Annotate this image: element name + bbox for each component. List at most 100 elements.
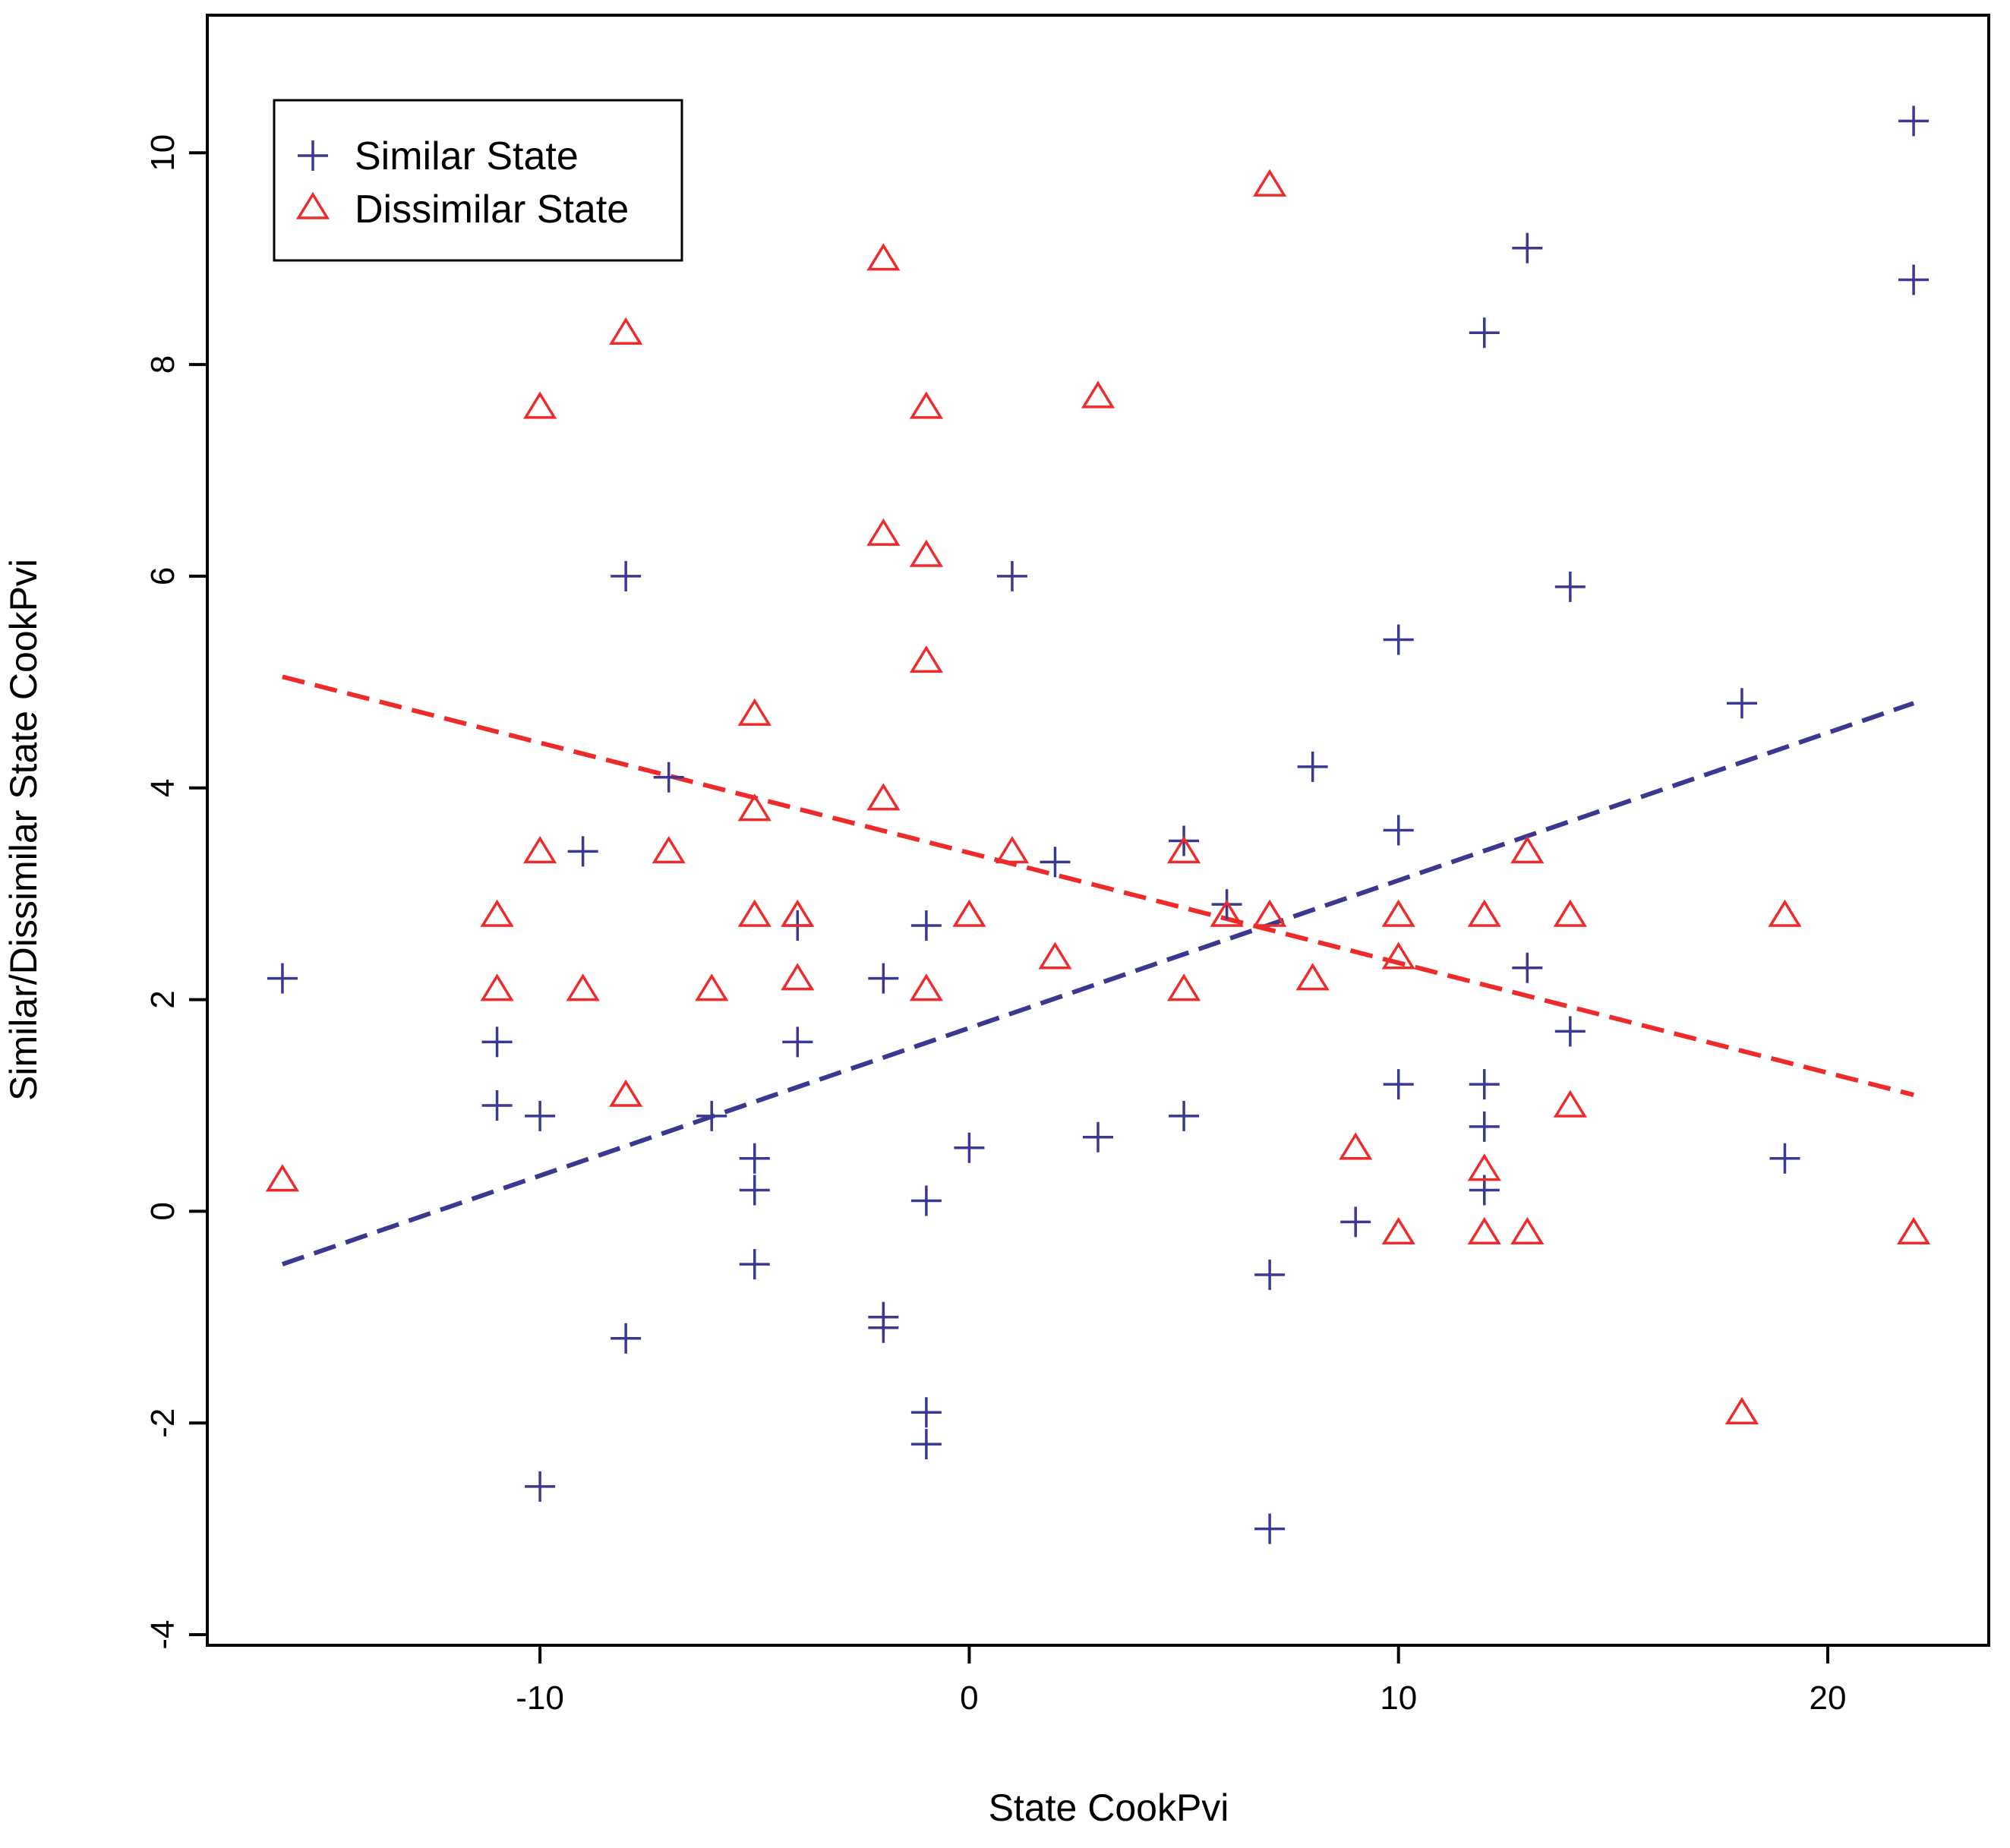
dissimilar-state-point	[1467, 1153, 1501, 1181]
dissimilar-state-point	[480, 899, 514, 927]
dissimilar-state-point	[1553, 1090, 1587, 1118]
dissimilar-state-point	[1381, 1216, 1415, 1245]
similar-state-point	[1898, 264, 1930, 295]
similar-state-point	[1469, 1069, 1500, 1100]
dissimilar-state-point	[1038, 941, 1072, 970]
y-tick-label: 10	[144, 134, 181, 172]
similar-state-point	[1254, 1513, 1286, 1544]
similar-state-point	[1726, 688, 1757, 719]
dissimilar-state-point	[737, 899, 771, 927]
dissimilar-state-point	[1724, 1396, 1759, 1425]
dissimilar-state-point	[1252, 899, 1287, 927]
dissimilar-state-point	[1166, 973, 1201, 1001]
dissimilar-state-point	[522, 391, 557, 419]
similar-state-point	[1469, 1111, 1500, 1142]
legend-label-dissimilar: Dissimilar State	[355, 188, 629, 232]
y-tick-label: 8	[144, 355, 181, 374]
data-points	[265, 106, 1931, 1544]
dissimilar-state-point	[1081, 380, 1115, 408]
dissimilar-state-point	[909, 645, 944, 673]
dissimilar-state-point	[1553, 899, 1587, 927]
legend-markers	[295, 140, 330, 219]
dissimilar-state-point	[952, 899, 986, 927]
y-tick-label: -4	[144, 1619, 181, 1649]
dissimilar-state-point	[995, 836, 1030, 864]
y-tick-label: -2	[144, 1408, 181, 1438]
dissimilar-state-point	[866, 243, 901, 271]
similar-state-point	[1383, 815, 1414, 846]
y-axis-title: Similar/Dissimilar State CookPvi	[2, 559, 45, 1101]
similar-state-point	[868, 1312, 899, 1343]
y-axis: -4 -2 0 2 4 6 8 10	[144, 134, 209, 1650]
dissimilar-state-point	[609, 1079, 643, 1107]
similar-state-point	[910, 1429, 942, 1460]
similar-state-point	[1554, 1016, 1586, 1047]
similar-state-point	[868, 963, 899, 994]
x-tick-label: 20	[1810, 1679, 1847, 1717]
dissimilar-state-point	[737, 698, 771, 726]
legend-triangle-marker	[295, 191, 330, 219]
similar-state-point	[525, 1471, 556, 1502]
similar-state-point	[739, 1175, 770, 1206]
similar-state-point	[1769, 1143, 1800, 1174]
dissimilar-state-point	[695, 973, 729, 1001]
similar-state-point	[910, 1397, 942, 1428]
similar-state-point	[1083, 1121, 1113, 1153]
x-axis-title: State CookPvi	[989, 1787, 1229, 1829]
similar-state-point	[1512, 952, 1543, 983]
similar-state-point	[611, 1323, 642, 1354]
dissimilar-state-point	[1381, 899, 1415, 927]
dissimilar-state-point	[909, 391, 944, 419]
dissimilar-state-point	[866, 518, 901, 546]
y-tick-label: 4	[144, 778, 181, 796]
dissimilar-state-point	[609, 317, 643, 345]
x-axis: -10 0 10 20	[516, 1644, 1847, 1717]
legend-label-similar: Similar State	[355, 134, 579, 178]
dissimilar-state-point	[1467, 899, 1501, 927]
similar-state-point	[782, 1026, 813, 1058]
similar-state-point	[696, 1100, 727, 1131]
dissimilar-state-point	[781, 963, 815, 991]
legend-plus-marker	[298, 140, 328, 171]
dissimilar-state-point	[1467, 1216, 1501, 1245]
similar-state-point	[611, 560, 642, 591]
similar-state-point	[1040, 847, 1071, 878]
dissimilar-state-point	[480, 973, 514, 1001]
similar-state-point	[1898, 106, 1930, 137]
similar-state-point	[567, 836, 598, 867]
similar-state-point	[1169, 1100, 1200, 1131]
dissimilar-state-point	[1252, 169, 1287, 197]
dissimilar-state-point	[1210, 899, 1244, 927]
similar-state-point	[525, 1100, 556, 1131]
similar-state-point	[954, 1132, 985, 1163]
dissimilar-state-point	[737, 793, 771, 822]
dissimilar-fit-line	[282, 674, 1914, 1097]
dissimilar-state-point	[1896, 1216, 1931, 1245]
similar-state-point	[653, 762, 684, 793]
dissimilar-state-point	[566, 973, 600, 1001]
x-tick-label: 0	[960, 1679, 978, 1717]
dissimilar-state-point	[909, 539, 944, 567]
similar-state-point	[910, 1185, 942, 1216]
dissimilar-state-point	[1510, 1216, 1545, 1245]
dissimilar-state-point	[265, 1164, 300, 1192]
similar-state-point	[739, 1249, 770, 1280]
dissimilar-state-point	[1381, 941, 1415, 970]
dissimilar-state-point	[781, 899, 815, 927]
similar-state-point	[481, 1026, 513, 1058]
similar-state-point	[267, 963, 298, 994]
x-tick-label: -10	[516, 1679, 564, 1717]
dissimilar-state-point	[866, 783, 901, 811]
similar-state-point	[910, 910, 942, 941]
dissimilar-state-point	[1339, 1132, 1373, 1160]
similar-state-point	[996, 560, 1027, 591]
dissimilar-state-point	[652, 836, 686, 864]
dissimilar-state-point	[1510, 836, 1545, 864]
dissimilar-state-point	[522, 836, 557, 864]
dissimilar-state-point	[1295, 963, 1330, 991]
similar-state-point	[1512, 232, 1543, 263]
fit-lines	[281, 674, 1915, 1266]
similar-state-point	[1297, 751, 1328, 782]
similar-state-point	[1554, 571, 1586, 602]
